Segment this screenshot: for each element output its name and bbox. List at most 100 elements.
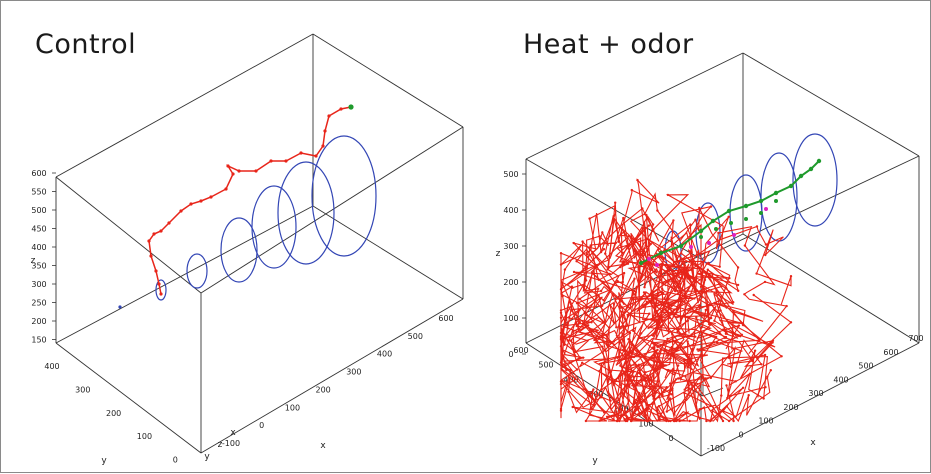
y-axis-label: y [592,456,598,466]
trajectory-point [584,419,588,423]
trajectory-point [642,291,646,294]
z-tick-label: 200 [31,317,46,326]
trajectory-point [696,253,699,257]
trajectory-point-magenta [707,241,711,245]
x-tick-label: 200 [316,385,331,394]
trajectory-point [629,419,633,423]
trajectory-point [674,339,678,343]
trajectory-point [602,248,606,251]
trajectory-point-green [743,203,749,209]
trajectory-point [769,369,772,372]
trajectory-point [563,268,567,271]
trajectory-point [209,195,213,199]
trajectory-point [671,389,674,392]
z-axis-label: z [496,249,501,259]
trajectory-point [586,255,590,259]
trajectory-point [612,340,615,343]
trajectory-point [644,371,647,374]
trajectory-point-green [658,250,664,256]
trajectory-point [622,271,626,275]
trajectory-point [679,321,682,325]
trajectory-point [254,169,258,173]
trajectory-point [655,271,658,274]
trajectory-point [572,270,576,274]
trajectory-point [614,241,618,244]
odor-ring [729,174,763,252]
odor-ring [277,161,335,265]
trajectory-point [696,348,699,351]
trajectory-point [641,207,644,210]
trajectory-point-green [678,243,684,249]
trajectory-point [655,268,658,271]
trajectory-point [627,235,631,238]
trajectory-point [321,144,325,148]
trajectory-point [656,406,659,409]
trajectory-point [578,308,581,311]
trajectory-point [671,387,674,390]
trajectory-point [592,388,595,391]
trajectory-point [648,312,651,315]
trajectory-point [602,299,605,302]
box-heat-odor-edge [742,233,920,344]
trajectory-point [655,349,658,352]
trajectory-red [559,279,711,422]
trajectory-point [569,369,573,372]
trajectory-point [686,319,690,322]
trajectory-point [611,293,614,296]
trajectory-point [705,419,708,423]
trajectory-point [603,349,607,352]
trajectory-point [606,344,609,347]
trajectory-point [581,240,584,243]
trajectory-point [626,262,630,265]
trajectory-point [718,299,721,302]
trajectory-point [707,322,711,326]
trajectory-point [633,411,636,415]
z-tick-label: 450 [31,225,46,234]
trajectory-point [764,253,767,257]
box-heat-odor-edge [525,158,702,260]
trajectory-point-green [816,158,822,164]
trajectory-point [559,409,563,412]
trajectory-point-green [729,221,733,225]
trajectory-point [560,331,564,335]
trajectory-point [672,263,675,267]
trajectory-point [561,294,564,298]
box-heat-odor-edge [525,52,744,160]
axis-corner-label: x [230,428,236,438]
trajectory-point [677,377,680,380]
trajectory-point [717,231,720,235]
trajectory-point [147,239,151,243]
trajectory-point [727,419,731,423]
trajectory-point [585,253,589,256]
trajectory-point [582,322,585,326]
trajectory-point [622,216,625,220]
trajectory-point [743,244,747,247]
trajectory-point [633,277,636,280]
trajectory-point [666,265,669,268]
trajectory-point [652,360,656,363]
trajectory-point [339,107,343,111]
z-tick-label: 200 [503,278,518,287]
trajectory-point [780,355,783,358]
x-tick-label: -100 [707,444,725,453]
x-tick-label: 500 [408,332,423,341]
stray-point [118,305,122,309]
trajectory-point [636,260,640,263]
trajectory-point [159,229,163,233]
y-axis-label: y [101,456,107,466]
trajectory-point-magenta [655,263,659,267]
trajectory-point-green [714,227,718,231]
trajectory-point [630,188,633,192]
trajectory-point [747,394,750,397]
trajectory-point [662,349,666,352]
x-axis-label: x [810,438,816,448]
trajectory-point [152,232,156,236]
trajectory-point [675,419,678,423]
trajectory-point [614,201,617,204]
trajectory-point [656,209,659,212]
trajectory-point [658,320,661,323]
trajectory-point [577,327,580,331]
trajectory-point [760,363,763,366]
trajectory-point-green [699,235,703,239]
